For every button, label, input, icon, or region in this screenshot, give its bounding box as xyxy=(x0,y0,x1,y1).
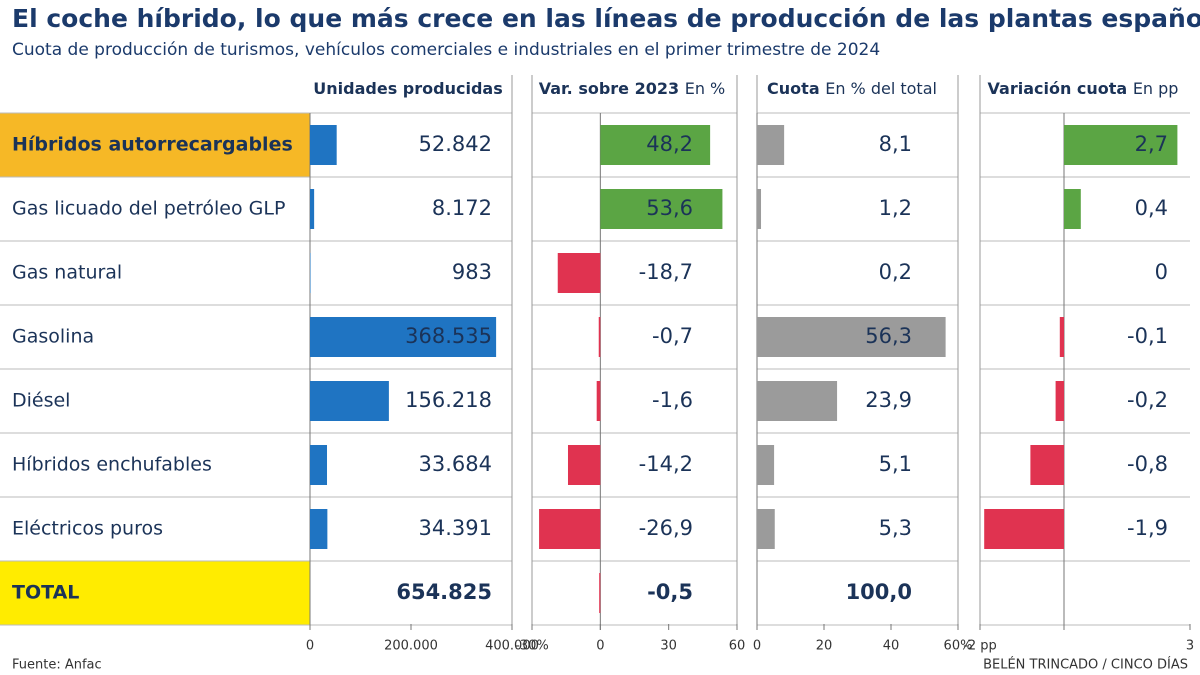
bar xyxy=(757,381,838,421)
x-tick-label: 0 xyxy=(753,639,761,654)
x-tick-label: 60 xyxy=(729,639,746,654)
bar xyxy=(600,125,711,165)
panel-header-unit: En % del total xyxy=(825,79,937,98)
bar xyxy=(1055,381,1064,421)
bar xyxy=(596,381,601,421)
category-label: Híbridos autorrecargables xyxy=(12,134,293,156)
bar xyxy=(757,253,758,293)
bar xyxy=(310,317,497,357)
bar xyxy=(1030,445,1064,485)
panel-header-title: Unidades producidas xyxy=(313,79,502,98)
row-highlight xyxy=(0,113,310,177)
category-label: Diésel xyxy=(12,390,70,412)
credit: BELÉN TRINCADO / CINCO DÍAS xyxy=(983,657,1188,673)
value-label: -0,8 xyxy=(1127,452,1168,476)
panel-header-unit: En % xyxy=(685,79,726,98)
category-label: Gas natural xyxy=(12,262,122,284)
panel-header: Var. sobre 2023 En % xyxy=(539,79,726,98)
bar xyxy=(1059,317,1064,357)
total-highlight xyxy=(0,561,310,625)
x-tick-label: -2 pp xyxy=(963,639,997,654)
total-label: TOTAL xyxy=(12,582,79,604)
value-label: 654.825 xyxy=(396,580,492,604)
value-label: -0,7 xyxy=(652,324,693,348)
bar xyxy=(757,125,785,165)
value-label: 0,2 xyxy=(879,260,912,284)
value-label: -1,9 xyxy=(1127,516,1168,540)
value-label: 100,0 xyxy=(846,580,912,604)
bar xyxy=(310,189,315,229)
bar xyxy=(599,573,601,613)
bar xyxy=(757,445,775,485)
bar xyxy=(598,317,601,357)
bar xyxy=(757,317,946,357)
bar xyxy=(310,125,337,165)
x-tick-label: 200.000 xyxy=(384,639,438,654)
value-label: -18,7 xyxy=(639,260,693,284)
panel-header: Variación cuota En pp xyxy=(988,79,1179,98)
bar xyxy=(757,189,762,229)
source: Fuente: Anfac xyxy=(12,658,102,673)
value-label: 156.218 xyxy=(405,388,492,412)
panel-header-unit: En pp xyxy=(1133,79,1179,98)
bar xyxy=(984,509,1064,549)
value-label: 0,4 xyxy=(1135,196,1168,220)
bar xyxy=(1064,189,1081,229)
value-label: 0 xyxy=(1155,260,1168,284)
value-label: 34.391 xyxy=(419,516,492,540)
panel-header-title: Variación cuota xyxy=(988,79,1128,98)
x-tick-label: 20 xyxy=(816,639,833,654)
value-label: 2,7 xyxy=(1135,132,1168,156)
bar xyxy=(757,509,775,549)
x-tick-label: 0 xyxy=(306,639,314,654)
bar xyxy=(310,509,328,549)
value-label: -26,9 xyxy=(639,516,693,540)
value-label: 56,3 xyxy=(865,324,912,348)
value-label: -14,2 xyxy=(639,452,693,476)
bar xyxy=(600,189,723,229)
value-label: 33.684 xyxy=(419,452,492,476)
category-label: Híbridos enchufables xyxy=(12,454,212,476)
value-label: 8.172 xyxy=(432,196,492,220)
chart-subtitle: Cuota de producción de turismos, vehícul… xyxy=(12,40,880,60)
value-label: -0,2 xyxy=(1127,388,1168,412)
value-label: 53,6 xyxy=(646,196,693,220)
value-label: -1,6 xyxy=(652,388,693,412)
category-label: Gas licuado del petróleo GLP xyxy=(12,198,285,220)
x-tick-label: 400.000 xyxy=(485,639,539,654)
value-label: -0,5 xyxy=(647,580,693,604)
bar xyxy=(539,509,601,549)
value-label: 983 xyxy=(452,260,492,284)
x-tick-label: -30% xyxy=(515,639,549,654)
x-tick-label: 40 xyxy=(883,639,900,654)
x-tick-label: 0 xyxy=(596,639,604,654)
value-label: 23,9 xyxy=(865,388,912,412)
bar xyxy=(310,381,389,421)
value-label: 52.842 xyxy=(419,132,492,156)
bar xyxy=(310,445,328,485)
x-tick-label: 60% xyxy=(944,639,973,654)
category-label: Gasolina xyxy=(12,326,94,348)
value-label: 5,1 xyxy=(879,452,912,476)
value-label: 5,3 xyxy=(879,516,912,540)
category-label: Eléctricos puros xyxy=(12,518,163,540)
value-label: 368.535 xyxy=(405,324,492,348)
panel-header-title: Cuota xyxy=(767,79,820,98)
panel-header-title: Var. sobre 2023 xyxy=(539,79,679,98)
bar xyxy=(557,253,601,293)
x-tick-label: 30 xyxy=(660,639,677,654)
value-label: 1,2 xyxy=(879,196,912,220)
bar xyxy=(567,445,601,485)
bar xyxy=(1064,125,1178,165)
value-label: 48,2 xyxy=(646,132,693,156)
panel-header: Cuota En % del total xyxy=(767,79,937,98)
chart-title: El coche híbrido, lo que más crece en la… xyxy=(12,4,1200,33)
x-tick-label: 3 xyxy=(1186,639,1194,654)
value-label: -0,1 xyxy=(1127,324,1168,348)
value-label: 8,1 xyxy=(879,132,912,156)
panel-header: Unidades producidas xyxy=(313,79,502,98)
